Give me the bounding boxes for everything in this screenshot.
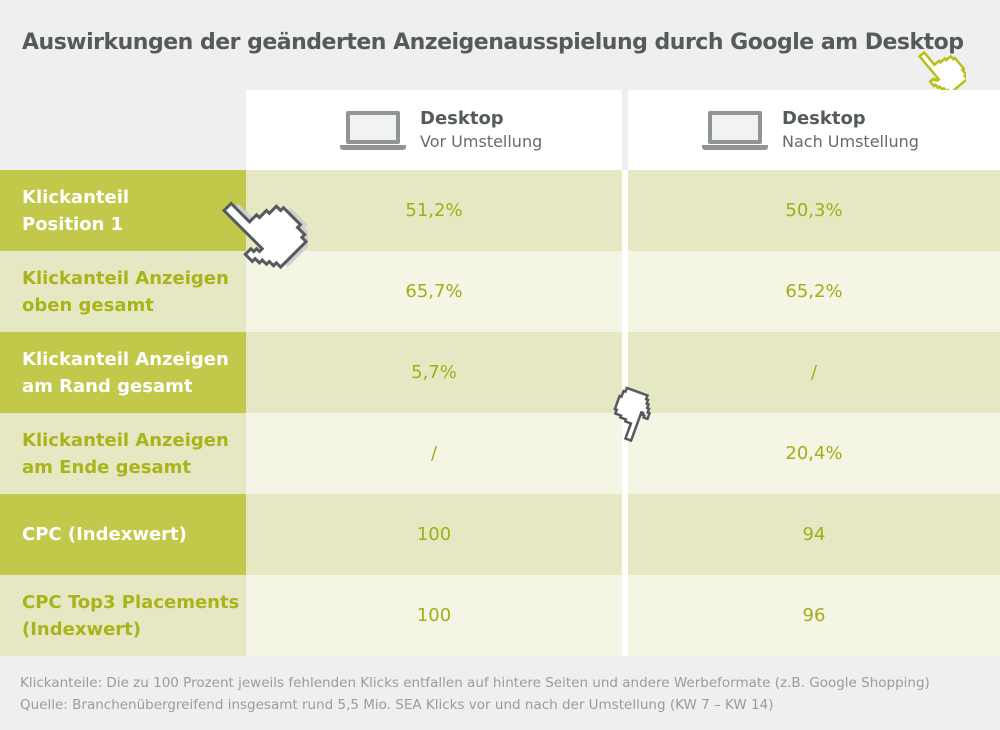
column-divider	[622, 170, 628, 251]
row-label: Klickanteil Anzeigen am Ende gesamt	[0, 413, 246, 494]
row-label-line: Position 1	[22, 213, 124, 235]
column-phase-label: Vor Umstellung	[420, 132, 543, 151]
table-row: Klickanteil Position 1 51,2% 50,3%	[0, 170, 1000, 251]
column-divider	[622, 494, 628, 575]
table-row: Klickanteil Anzeigen am Rand gesamt 5,7% …	[0, 332, 1000, 413]
value-cell: 51,2%	[246, 170, 622, 251]
column-divider	[622, 575, 628, 656]
row-label-line: am Ende gesamt	[22, 456, 191, 478]
row-label-line: CPC Top3 Placements	[22, 591, 240, 613]
chart-title: Auswirkungen der geänderten Anzeigenauss…	[22, 30, 964, 55]
table-row: CPC (Indexwert) 100 94	[0, 494, 1000, 575]
table-row: Klickanteil Anzeigen oben gesamt 65,7% 65…	[0, 251, 1000, 332]
row-label-line: Klickanteil Anzeigen	[22, 267, 229, 289]
hand-cursor-icon	[613, 386, 652, 443]
hand-cursor-icon	[221, 201, 308, 270]
table-row: Klickanteil Anzeigen am Ende gesamt / 20,…	[0, 413, 1000, 494]
row-label-line: Klickanteil	[22, 186, 130, 208]
value-cell: /	[246, 413, 622, 494]
row-label-line: Klickanteil Anzeigen	[22, 429, 229, 451]
row-label: CPC Top3 Placements (Indexwert)	[0, 575, 246, 656]
row-label-line: Klickanteil Anzeigen	[22, 348, 229, 370]
footnote: Quelle: Branchenübergreifend insgesamt r…	[20, 697, 774, 713]
laptop-icon	[340, 111, 406, 150]
column-device-label: Desktop	[420, 108, 504, 129]
row-label: Klickanteil Anzeigen am Rand gesamt	[0, 332, 246, 413]
column-divider	[622, 413, 628, 494]
value-cell: 94	[628, 494, 1000, 575]
value-cell: 5,7%	[246, 332, 622, 413]
row-label: Klickanteil Anzeigen oben gesamt	[0, 251, 246, 332]
column-device-label: Desktop	[782, 108, 866, 129]
row-label-line: oben gesamt	[22, 294, 154, 316]
row-label-line: am Rand gesamt	[22, 375, 193, 397]
data-table: Klickanteil Position 1 51,2% 50,3% Klicka…	[0, 170, 1000, 656]
column-divider	[622, 251, 628, 332]
footnote: Klickanteile: Die zu 100 Prozent jeweils…	[20, 675, 930, 691]
column-header-nach: Desktop Nach Umstellung	[628, 90, 1000, 170]
row-label-line: CPC (Indexwert)	[22, 524, 187, 545]
value-cell: 20,4%	[628, 413, 1000, 494]
table-row: CPC Top3 Placements (Indexwert) 100 96	[0, 575, 1000, 656]
column-divider	[622, 332, 628, 413]
value-cell: 65,2%	[628, 251, 1000, 332]
row-label: Klickanteil Position 1	[0, 170, 246, 251]
value-cell: 65,7%	[246, 251, 622, 332]
row-label-line: (Indexwert)	[22, 618, 141, 640]
footnotes: Klickanteile: Die zu 100 Prozent jeweils…	[20, 672, 930, 716]
column-phase-label: Nach Umstellung	[782, 132, 919, 151]
row-label: CPC (Indexwert)	[0, 494, 246, 575]
laptop-icon	[702, 111, 768, 150]
column-header-vor: Desktop Vor Umstellung	[246, 90, 622, 170]
value-cell: 100	[246, 575, 622, 656]
value-cell: 50,3%	[628, 170, 1000, 251]
value-cell: /	[628, 332, 1000, 413]
value-cell: 100	[246, 494, 622, 575]
value-cell: 96	[628, 575, 1000, 656]
